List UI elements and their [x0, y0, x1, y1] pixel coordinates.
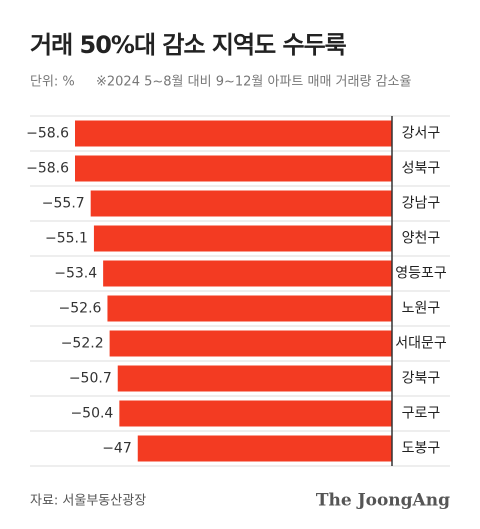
bar: [107, 295, 392, 322]
bar: [119, 400, 392, 427]
value-label: −50.4: [70, 406, 113, 422]
value-label: −52.6: [59, 301, 102, 317]
bar: [137, 435, 392, 462]
category-label: 양천구: [402, 231, 441, 247]
chart-title: 거래 50%대 감소 지역도 수두룩: [30, 31, 347, 59]
value-label: −55.1: [45, 231, 88, 247]
value-label: −52.2: [61, 336, 104, 352]
value-label: −58.6: [26, 126, 69, 142]
value-label: −58.6: [26, 161, 69, 177]
category-label: 영등포구: [395, 266, 447, 282]
bar: [117, 365, 392, 392]
category-label: 강남구: [402, 196, 441, 212]
value-label: −55.7: [42, 196, 85, 212]
category-label: 서대문구: [395, 336, 447, 352]
bar: [93, 225, 393, 252]
category-label: 성북구: [402, 161, 441, 177]
note: ※2024 5~8월 대비 9~12월 아파트 매매 거래량 감소율: [96, 75, 411, 90]
bar: [109, 330, 393, 357]
bar: [75, 120, 392, 147]
source: 자료: 서울부동산광장: [30, 494, 146, 509]
bar: [75, 155, 392, 182]
bar: [90, 190, 392, 217]
category-label: 노원구: [402, 301, 441, 317]
category-label: 강북구: [402, 371, 441, 387]
bar: [103, 260, 392, 287]
category-label: 강서구: [402, 126, 441, 142]
value-label: −50.7: [69, 371, 112, 387]
unit-label: 단위: %: [30, 75, 75, 90]
value-label: −53.4: [54, 266, 97, 282]
category-label: 구로구: [402, 406, 441, 422]
value-label: −47: [102, 441, 132, 457]
publisher-logo: The JoongAng: [316, 491, 450, 511]
category-label: 도봉구: [402, 441, 441, 457]
